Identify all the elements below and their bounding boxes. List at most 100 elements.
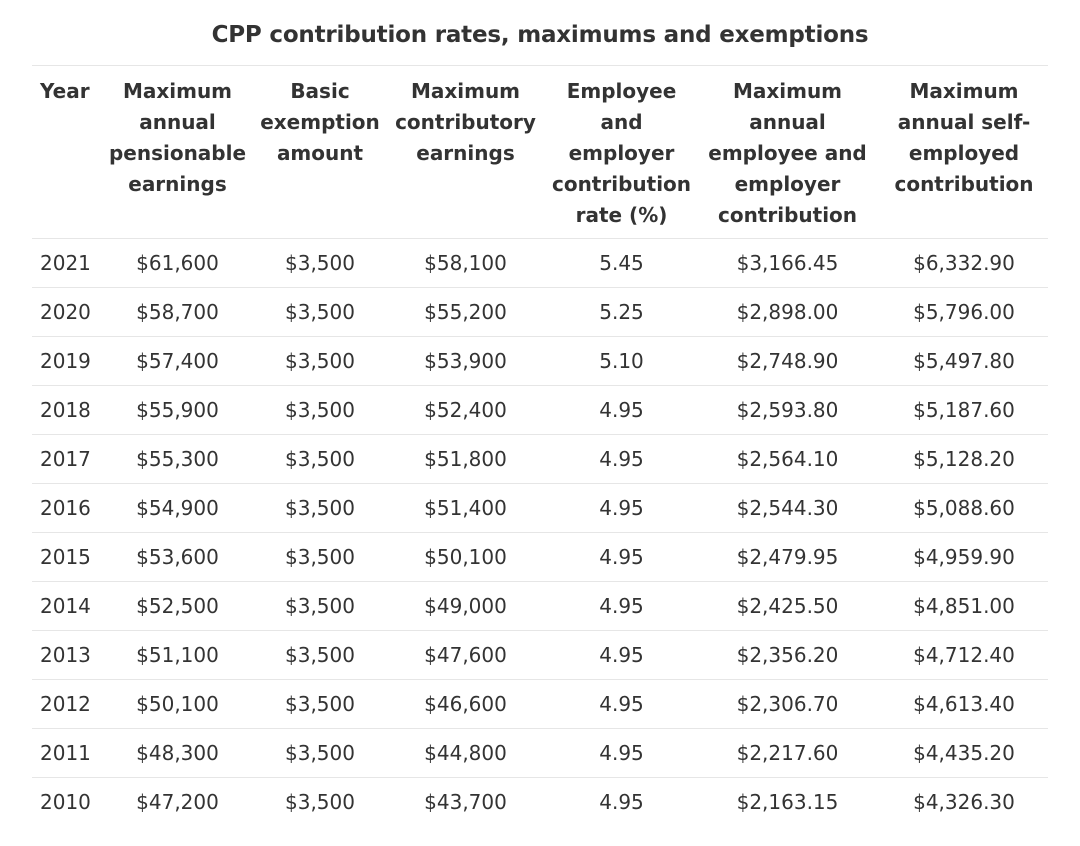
cell-max-employee-employer-contribution: $2,564.10 [695,434,880,484]
table-row: 2016 $54,900 $3,500 $51,400 4.95 $2,544.30 $5,… [32,483,1048,533]
cell-max-pensionable-earnings: $61,600 [98,238,257,288]
cell-max-pensionable-earnings: $55,900 [98,385,257,435]
cell-max-pensionable-earnings: $47,200 [98,777,257,826]
cell-year: 2014 [32,581,98,631]
cell-max-self-employed-contribution: $5,128.20 [880,434,1048,484]
cell-max-contributory-earnings: $49,000 [383,581,548,631]
table-row: 2013 $51,100 $3,500 $47,600 4.95 $2,356.20 $4,… [32,630,1048,680]
header-max-self-employed-contribution: Maximum annual self-employed contributio… [880,65,1048,239]
cell-year: 2020 [32,287,98,337]
cell-basic-exemption: $3,500 [257,728,383,778]
cell-basic-exemption: $3,500 [257,483,383,533]
cell-contribution-rate: 5.25 [548,287,695,337]
cell-year: 2012 [32,679,98,729]
cell-basic-exemption: $3,500 [257,238,383,288]
cell-contribution-rate: 5.10 [548,336,695,386]
cell-basic-exemption: $3,500 [257,630,383,680]
header-row: Year Maximum annual pensionable earnings… [32,65,1048,239]
cell-year: 2015 [32,532,98,582]
cell-max-contributory-earnings: $51,400 [383,483,548,533]
cell-year: 2016 [32,483,98,533]
cell-max-employee-employer-contribution: $2,356.20 [695,630,880,680]
cell-max-contributory-earnings: $58,100 [383,238,548,288]
cell-basic-exemption: $3,500 [257,581,383,631]
table-row: 2015 $53,600 $3,500 $50,100 4.95 $2,479.95 $4,… [32,532,1048,582]
header-year: Year [32,65,98,239]
cell-max-employee-employer-contribution: $2,425.50 [695,581,880,631]
cell-max-employee-employer-contribution: $2,479.95 [695,532,880,582]
cell-max-pensionable-earnings: $52,500 [98,581,257,631]
cell-contribution-rate: 4.95 [548,483,695,533]
cell-year: 2011 [32,728,98,778]
table-row: 2014 $52,500 $3,500 $49,000 4.95 $2,425.50 $4,… [32,581,1048,631]
header-basic-exemption: Basic exemption amount [257,65,383,239]
cell-max-employee-employer-contribution: $2,217.60 [695,728,880,778]
cell-max-employee-employer-contribution: $2,306.70 [695,679,880,729]
cell-contribution-rate: 4.95 [548,581,695,631]
cell-max-contributory-earnings: $47,600 [383,630,548,680]
cell-max-pensionable-earnings: $54,900 [98,483,257,533]
cell-max-contributory-earnings: $51,800 [383,434,548,484]
cell-year: 2017 [32,434,98,484]
header-max-employee-employer-contribution: Maximum annual employee and employer con… [695,65,880,239]
cell-max-employee-employer-contribution: $3,166.45 [695,238,880,288]
cell-basic-exemption: $3,500 [257,532,383,582]
cell-basic-exemption: $3,500 [257,287,383,337]
cell-year: 2021 [32,238,98,288]
cell-max-pensionable-earnings: $51,100 [98,630,257,680]
cell-max-employee-employer-contribution: $2,163.15 [695,777,880,826]
cell-max-pensionable-earnings: $58,700 [98,287,257,337]
table-row: 2019 $57,400 $3,500 $53,900 5.10 $2,748.90 $5,… [32,336,1048,386]
cell-max-employee-employer-contribution: $2,593.80 [695,385,880,435]
cell-max-employee-employer-contribution: $2,898.00 [695,287,880,337]
cell-max-self-employed-contribution: $5,088.60 [880,483,1048,533]
header-max-contributory-earnings: Maximum contributory earnings [383,65,548,239]
cell-max-self-employed-contribution: $6,332.90 [880,238,1048,288]
table-row: 2018 $55,900 $3,500 $52,400 4.95 $2,593.80 $5,… [32,385,1048,435]
cell-contribution-rate: 4.95 [548,630,695,680]
cell-year: 2010 [32,777,98,826]
cell-max-self-employed-contribution: $4,326.30 [880,777,1048,826]
cell-max-contributory-earnings: $52,400 [383,385,548,435]
cell-max-self-employed-contribution: $4,851.00 [880,581,1048,631]
cell-contribution-rate: 4.95 [548,434,695,484]
cell-max-pensionable-earnings: $48,300 [98,728,257,778]
cell-max-self-employed-contribution: $5,796.00 [880,287,1048,337]
table-row: 2012 $50,100 $3,500 $46,600 4.95 $2,306.70 $4,… [32,679,1048,729]
cell-contribution-rate: 4.95 [548,728,695,778]
cell-max-pensionable-earnings: $53,600 [98,532,257,582]
cpp-rates-table: Year Maximum annual pensionable earnings… [32,65,1048,826]
cell-max-self-employed-contribution: $4,959.90 [880,532,1048,582]
cell-max-pensionable-earnings: $55,300 [98,434,257,484]
table-body: 2021 $61,600 $3,500 $58,100 5.45 $3,166.45 $6,… [32,238,1048,826]
table-row: 2011 $48,300 $3,500 $44,800 4.95 $2,217.60 $4,… [32,728,1048,778]
cell-basic-exemption: $3,500 [257,336,383,386]
cell-contribution-rate: 4.95 [548,532,695,582]
cell-max-self-employed-contribution: $4,435.20 [880,728,1048,778]
cell-contribution-rate: 4.95 [548,679,695,729]
cell-year: 2018 [32,385,98,435]
cell-max-contributory-earnings: $53,900 [383,336,548,386]
table-row: 2010 $47,200 $3,500 $43,700 4.95 $2,163.15 $4,… [32,777,1048,826]
cell-basic-exemption: $3,500 [257,385,383,435]
cell-basic-exemption: $3,500 [257,679,383,729]
table-header: Year Maximum annual pensionable earnings… [32,65,1048,239]
cell-contribution-rate: 4.95 [548,777,695,826]
cell-max-contributory-earnings: $44,800 [383,728,548,778]
cell-max-self-employed-contribution: $5,497.80 [880,336,1048,386]
cell-max-self-employed-contribution: $4,613.40 [880,679,1048,729]
cell-contribution-rate: 4.95 [548,385,695,435]
cell-year: 2019 [32,336,98,386]
cell-max-contributory-earnings: $50,100 [383,532,548,582]
cell-max-pensionable-earnings: $50,100 [98,679,257,729]
cell-max-self-employed-contribution: $5,187.60 [880,385,1048,435]
cell-contribution-rate: 5.45 [548,238,695,288]
cell-max-pensionable-earnings: $57,400 [98,336,257,386]
cell-year: 2013 [32,630,98,680]
table-row: 2020 $58,700 $3,500 $55,200 5.25 $2,898.00 $5,… [32,287,1048,337]
cell-max-contributory-earnings: $46,600 [383,679,548,729]
header-max-pensionable-earnings: Maximum annual pensionable earnings [98,65,257,239]
cell-max-employee-employer-contribution: $2,544.30 [695,483,880,533]
header-contribution-rate: Employee and employer contribution rate … [548,65,695,239]
